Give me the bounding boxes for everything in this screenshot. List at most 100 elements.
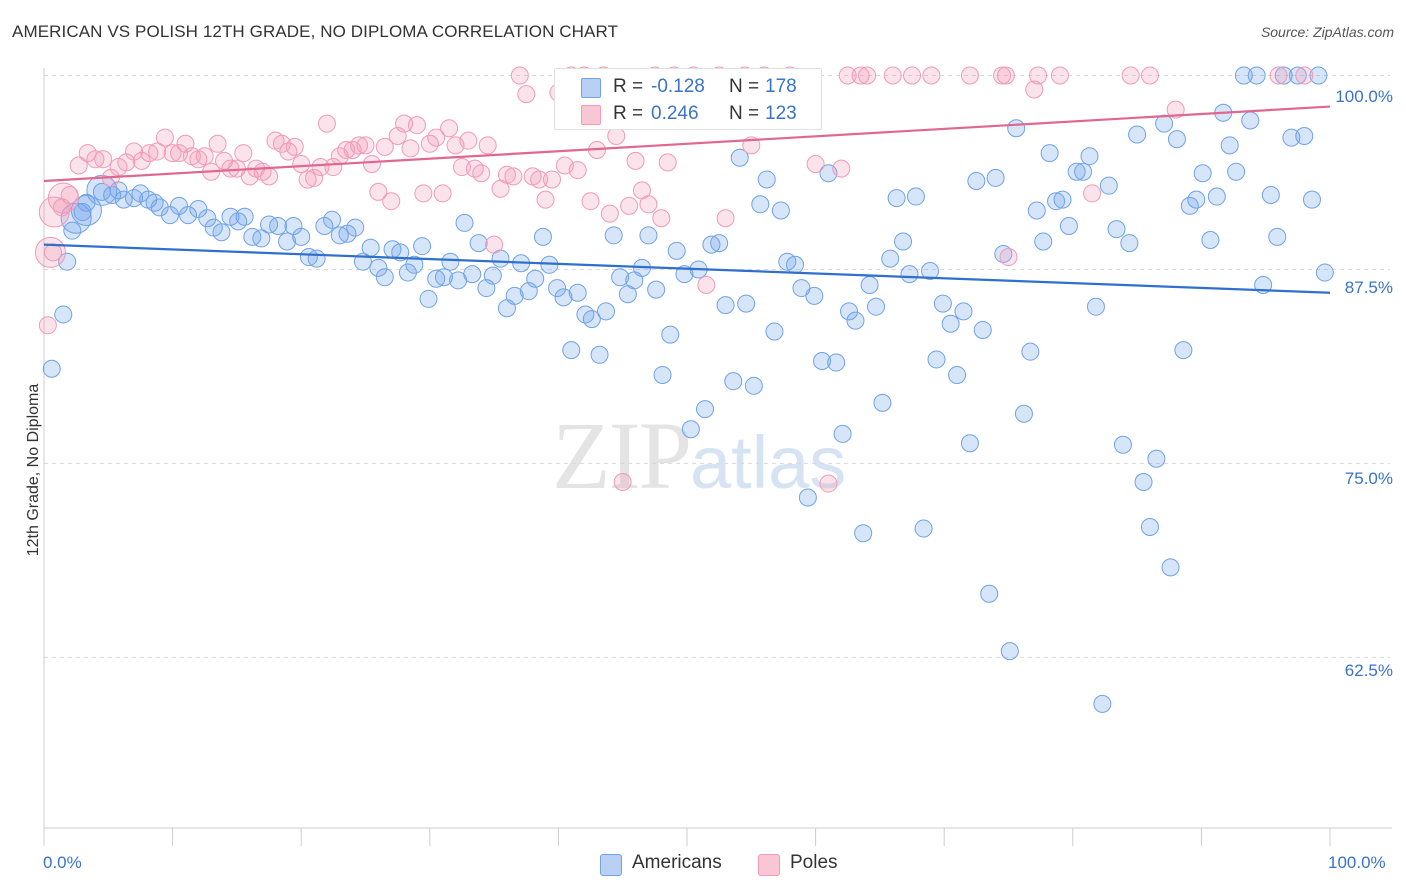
americans-point bbox=[994, 244, 1013, 263]
poles-point bbox=[285, 137, 304, 156]
poles-legend-swatch bbox=[758, 854, 780, 876]
americans-point bbox=[941, 314, 960, 333]
y-tick-label-62-5: 62.5% bbox=[1344, 661, 1393, 680]
americans-point bbox=[1014, 404, 1033, 423]
watermark: ZIPatlas bbox=[552, 400, 846, 511]
poles-point-large bbox=[47, 182, 79, 214]
americans-point bbox=[1227, 162, 1246, 181]
americans-point bbox=[1099, 176, 1118, 195]
americans-point bbox=[900, 265, 919, 284]
poles-point bbox=[195, 147, 214, 166]
americans-point bbox=[590, 345, 609, 364]
x-tick-label-0: 0.0% bbox=[43, 853, 82, 872]
americans-point bbox=[813, 351, 832, 370]
americans-point bbox=[1288, 66, 1307, 85]
americans-point bbox=[805, 286, 824, 305]
americans-point bbox=[1053, 190, 1072, 209]
poles-point bbox=[1050, 66, 1069, 85]
source-credit: Source: ZipAtlas.com bbox=[1260, 24, 1394, 40]
poles-point bbox=[395, 114, 414, 133]
americans-point bbox=[405, 255, 424, 274]
poles-point bbox=[626, 151, 645, 170]
americans-point bbox=[1140, 518, 1159, 537]
poles-point bbox=[838, 66, 857, 85]
americans-point bbox=[921, 262, 940, 281]
poles-point bbox=[459, 131, 478, 150]
americans-point bbox=[1155, 114, 1174, 133]
poles-point bbox=[851, 66, 870, 85]
poles-point bbox=[922, 66, 941, 85]
americans-point bbox=[1193, 164, 1212, 183]
americans-point bbox=[58, 252, 77, 271]
americans-point bbox=[307, 249, 326, 268]
poles-point bbox=[350, 136, 369, 155]
poles-point bbox=[311, 158, 330, 177]
americans-point bbox=[954, 302, 973, 321]
americans-point bbox=[833, 424, 852, 443]
americans-point bbox=[427, 269, 446, 288]
poles-point bbox=[542, 170, 561, 189]
legend-row-poles: R = 0.246 N = 123 bbox=[555, 100, 821, 128]
americans-point bbox=[702, 235, 721, 254]
americans-point bbox=[786, 255, 805, 274]
americans-point bbox=[927, 350, 946, 369]
americans-point bbox=[1274, 66, 1293, 85]
americans-point bbox=[189, 199, 208, 218]
poles-point bbox=[1121, 66, 1140, 85]
americans-point bbox=[269, 217, 288, 236]
americans-point bbox=[867, 297, 886, 316]
americans-point bbox=[980, 584, 999, 603]
poles-point bbox=[292, 154, 311, 173]
americans-point bbox=[906, 187, 925, 206]
americans-point bbox=[292, 227, 311, 246]
americans-point bbox=[986, 168, 1005, 187]
n-value-poles: 123 bbox=[765, 103, 797, 124]
chart-title: AMERICAN VS POLISH 12TH GRADE, NO DIPLOM… bbox=[12, 22, 619, 41]
poles-point bbox=[510, 66, 529, 85]
poles-point bbox=[1025, 80, 1044, 99]
americans-point bbox=[229, 212, 248, 231]
poles-point bbox=[530, 170, 549, 189]
americans-point bbox=[63, 221, 82, 240]
americans-point bbox=[375, 268, 394, 287]
poles-point bbox=[86, 150, 105, 169]
americans-point bbox=[1161, 558, 1180, 577]
poles-point bbox=[465, 159, 484, 178]
americans-point bbox=[562, 341, 581, 360]
poles-point bbox=[155, 128, 174, 147]
poles-point bbox=[993, 66, 1012, 85]
axes bbox=[43, 68, 1392, 846]
y-tick-label-75: 75.0% bbox=[1344, 469, 1393, 488]
americans-swatch bbox=[581, 78, 601, 98]
americans-trend-line bbox=[43, 243, 1331, 294]
poles-point bbox=[613, 473, 632, 492]
legend-label-americans: Americans bbox=[632, 852, 722, 873]
americans-point bbox=[198, 209, 217, 228]
americans-point bbox=[840, 302, 859, 321]
americans-point-large bbox=[60, 202, 92, 234]
americans-point bbox=[611, 268, 630, 287]
americans-point bbox=[1207, 187, 1226, 206]
americans-point bbox=[1295, 127, 1314, 146]
americans-point bbox=[744, 376, 763, 395]
americans-point bbox=[647, 280, 666, 299]
americans-point bbox=[653, 365, 672, 384]
americans-point bbox=[881, 249, 900, 268]
americans-point bbox=[463, 265, 482, 284]
poles-point bbox=[517, 85, 536, 104]
poles-point bbox=[452, 158, 471, 177]
r-value-americans: -0.128 bbox=[651, 76, 705, 97]
poles-point bbox=[234, 144, 253, 163]
watermark-atlas: atlas bbox=[690, 421, 847, 504]
legend-label-poles: Poles bbox=[790, 852, 838, 873]
americans-point bbox=[675, 265, 694, 284]
americans-point bbox=[967, 172, 986, 191]
y-axis-label: 12th Grade, No Diploma bbox=[25, 383, 42, 557]
americans-point bbox=[973, 320, 992, 339]
americans-point bbox=[1113, 435, 1132, 454]
americans-point bbox=[596, 302, 615, 321]
americans-point bbox=[526, 269, 545, 288]
americans-point bbox=[1080, 147, 1099, 166]
n-value-americans: 178 bbox=[765, 76, 797, 97]
americans-point bbox=[1302, 190, 1321, 209]
